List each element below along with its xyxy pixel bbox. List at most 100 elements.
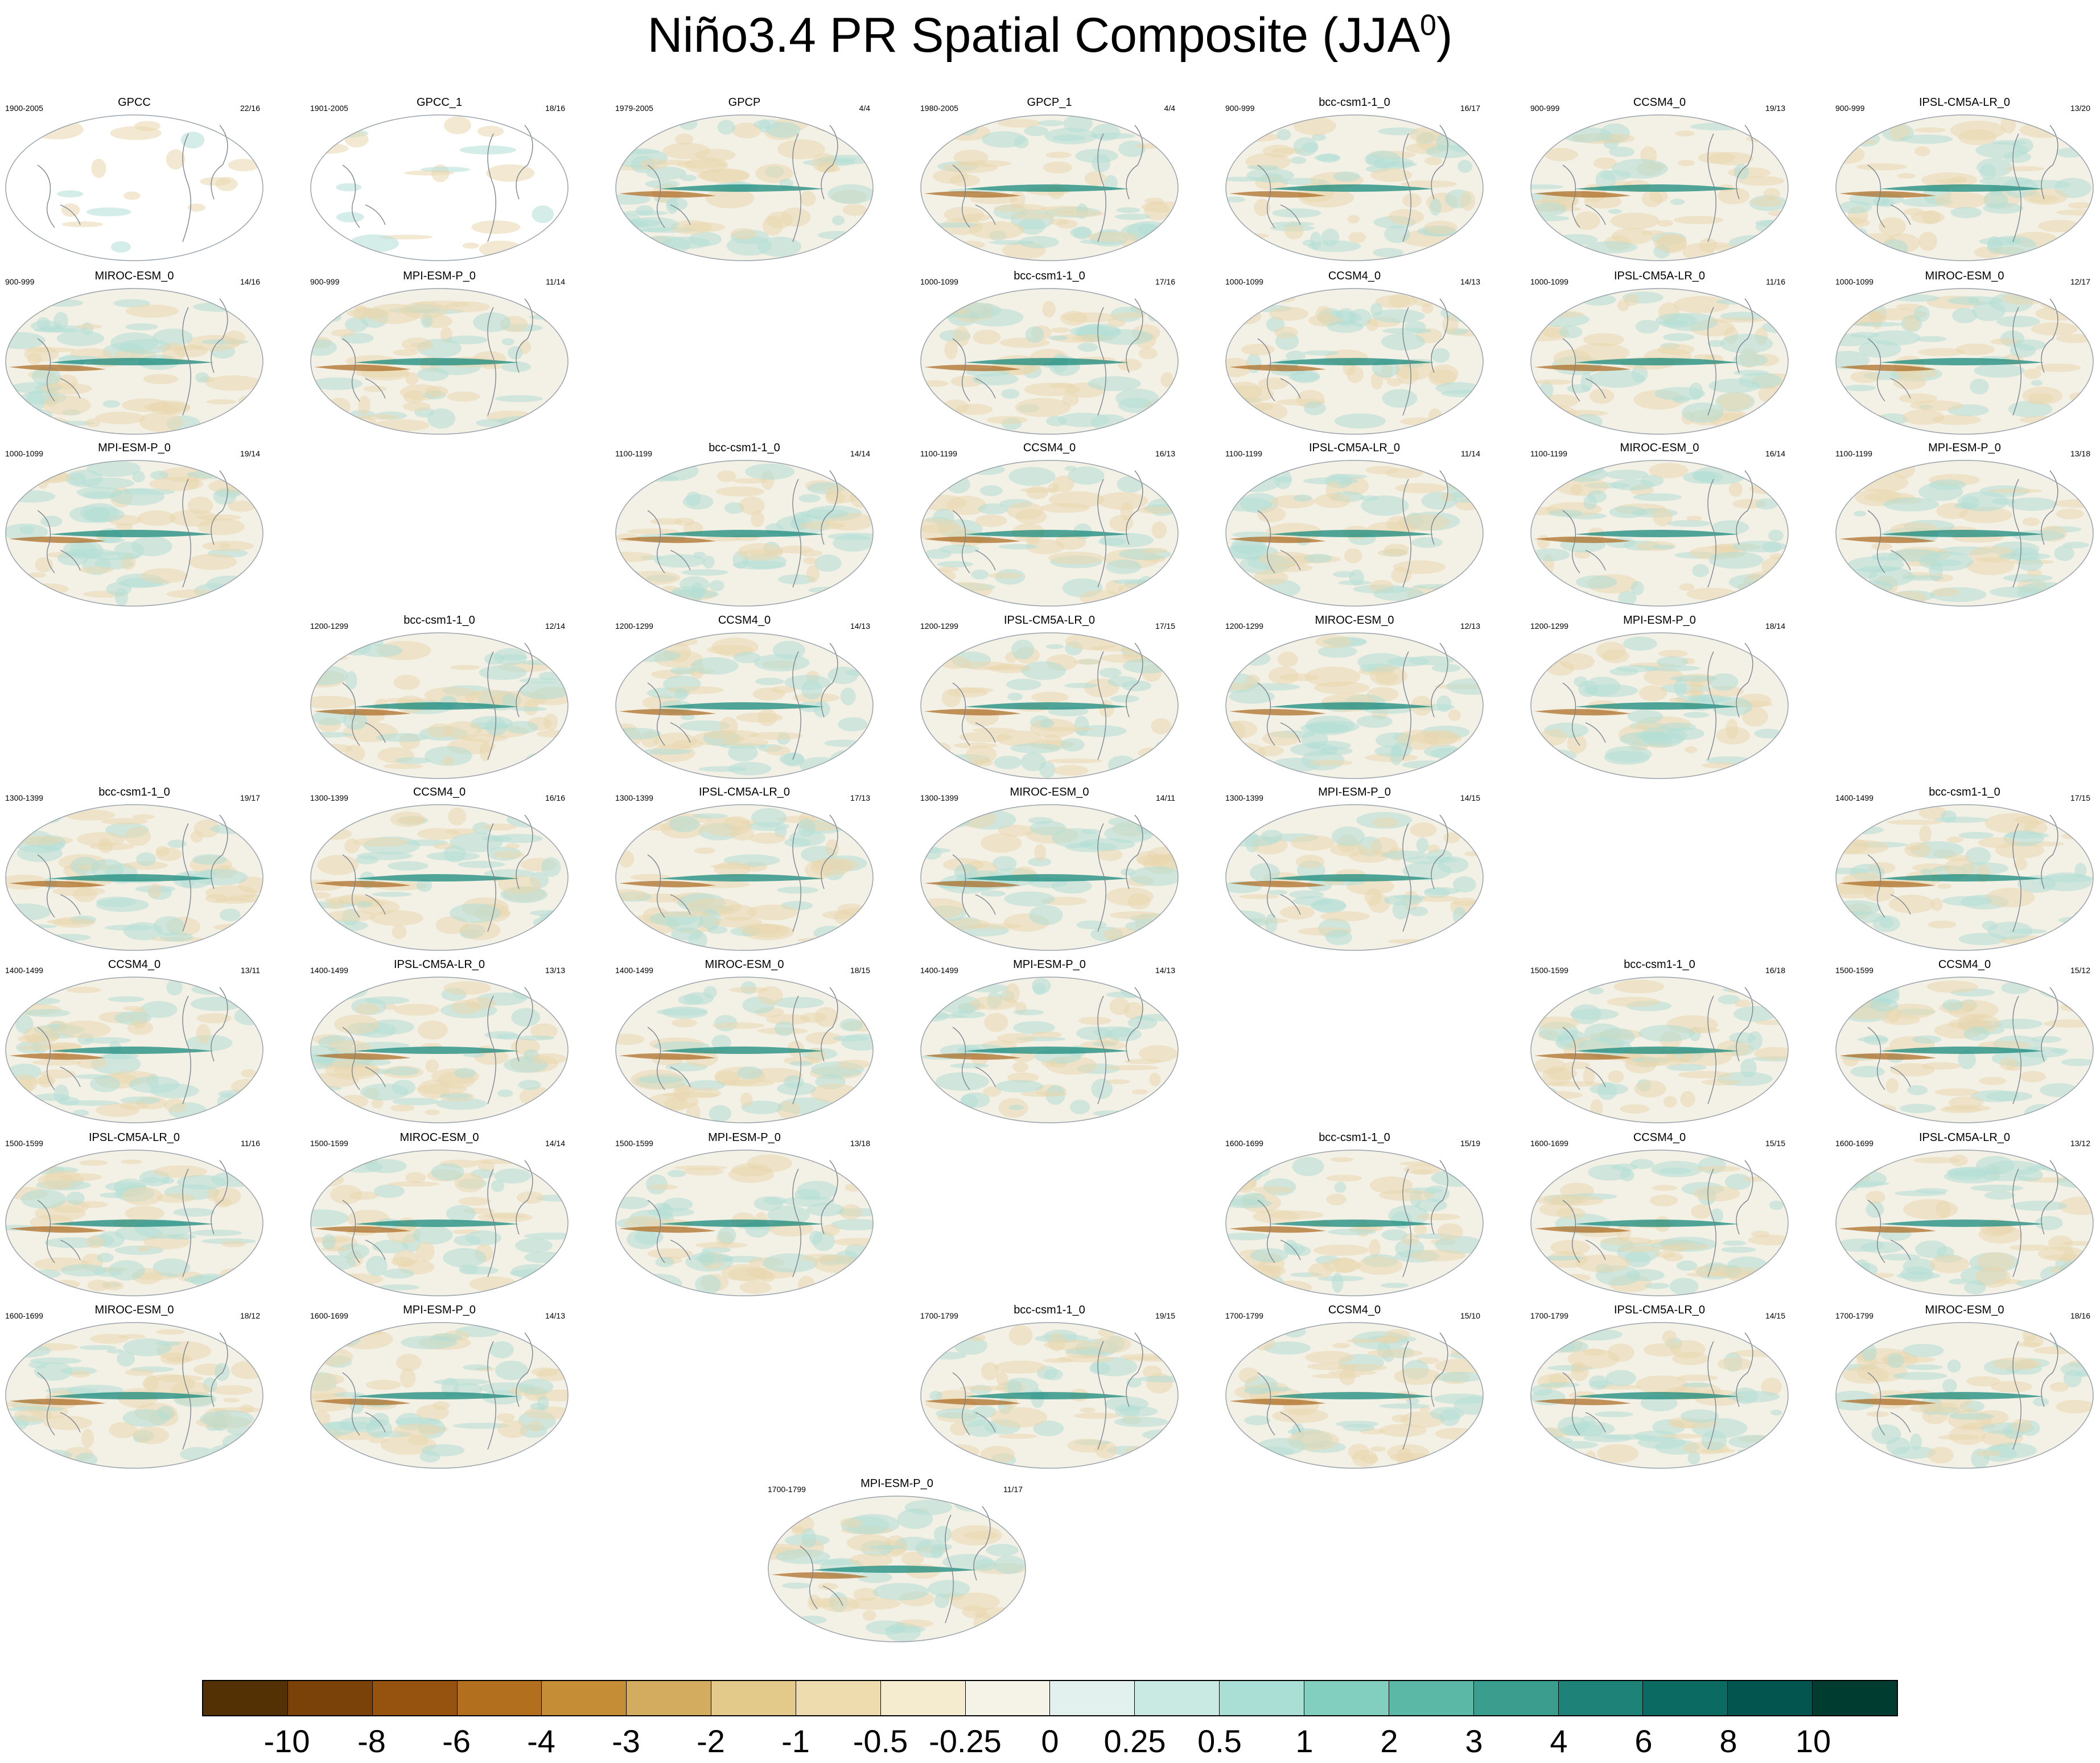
anomaly-blob <box>315 756 339 768</box>
panel-period: 900-999 <box>5 277 35 286</box>
map-outline <box>920 632 1179 779</box>
anomaly-blob <box>373 1184 405 1198</box>
anomaly-blob <box>141 568 188 584</box>
map-panel: MPI-ESM-P_0 1200-1299 18/14 <box>1528 613 1791 784</box>
colorbar-tick-label: 3 <box>1465 1723 1483 1759</box>
anomaly-blob <box>1987 236 2037 255</box>
anomaly-blob <box>234 1007 263 1025</box>
anomaly-blob <box>1913 1157 1961 1164</box>
anomaly-blob <box>125 826 151 846</box>
anomaly-blob <box>1012 1061 1029 1073</box>
anomaly-blob <box>2056 209 2093 216</box>
map-panel: MPI-ESM-P_0 1300-1399 14/15 <box>1223 785 1486 956</box>
anomaly-blob <box>173 1208 215 1217</box>
anomaly-blob <box>1162 908 1175 928</box>
anomaly-blob <box>757 986 783 1005</box>
anomaly-blob <box>1649 463 1689 479</box>
panel-period: 1300-1399 <box>920 793 958 802</box>
panel-period: 1600-1699 <box>310 1311 348 1320</box>
anomaly-blob <box>1531 306 1561 317</box>
anomaly-blob <box>749 731 803 740</box>
anomaly-blob <box>1246 168 1295 183</box>
anomaly-blob <box>484 1031 518 1039</box>
anomaly-blob <box>1092 154 1110 173</box>
anomaly-blob <box>1034 843 1047 862</box>
anomaly-blob <box>1431 348 1450 363</box>
anomaly-blob <box>1753 1047 1788 1060</box>
anomaly-blob <box>1975 1267 2011 1288</box>
anomaly-blob <box>773 996 824 1008</box>
anomaly-blob <box>402 402 431 411</box>
anomaly-blob <box>1370 1446 1386 1452</box>
anomaly-blob <box>383 763 423 769</box>
anomaly-blob <box>2035 306 2082 321</box>
anomaly-blob <box>459 145 516 155</box>
anomaly-blob <box>1861 1343 1877 1361</box>
world-map <box>920 1322 1179 1469</box>
panel-count: 14/13 <box>545 1311 565 1320</box>
anomaly-blob <box>1045 151 1072 158</box>
anomaly-blob <box>1611 479 1654 491</box>
anomaly-blob <box>1870 999 1899 1012</box>
map-panel: MIROC-ESM_0 1200-1299 12/13 <box>1223 613 1486 784</box>
anomaly-blob <box>954 1497 995 1512</box>
anomaly-blob <box>1257 1437 1306 1456</box>
panel-period: 1000-1099 <box>5 449 43 458</box>
anomaly-blob <box>311 415 340 423</box>
anomaly-blob <box>1064 466 1077 471</box>
panel-count: 15/12 <box>2070 966 2090 975</box>
panel-period: 1400-1499 <box>310 966 348 975</box>
colorbar-swatch <box>287 1681 373 1715</box>
anomaly-blob <box>1333 171 1360 182</box>
anomaly-blob <box>1080 1407 1096 1413</box>
map-panel: IPSL-CM5A-LR_0 1500-1599 11/16 <box>3 1131 266 1301</box>
anomaly-blob <box>1404 320 1426 333</box>
anomaly-blob <box>343 711 368 730</box>
anomaly-blob <box>104 925 154 931</box>
anomaly-blob <box>24 1009 71 1017</box>
anomaly-blob <box>693 880 751 888</box>
anomaly-blob <box>332 1155 345 1168</box>
anomaly-blob <box>2050 1048 2069 1054</box>
panel-period: 1000-1099 <box>1835 277 1873 286</box>
anomaly-blob <box>1431 1169 1483 1187</box>
map-outline <box>1225 114 1484 261</box>
anomaly-blob <box>673 517 695 526</box>
anomaly-blob <box>1270 1280 1312 1295</box>
anomaly-blob <box>1630 581 1644 595</box>
anomaly-blob <box>800 509 849 519</box>
anomaly-blob <box>449 903 501 923</box>
equatorial-band <box>1269 1392 1434 1399</box>
anomaly-blob <box>1243 683 1300 691</box>
anomaly-blob <box>1357 1257 1403 1275</box>
anomaly-blob <box>403 170 455 176</box>
anomaly-blob <box>1056 220 1078 229</box>
world-map <box>5 288 263 435</box>
anomaly-blob <box>1701 1430 1727 1451</box>
anomaly-blob <box>1104 175 1118 191</box>
anomaly-blob <box>1950 1154 1968 1167</box>
anomaly-blob <box>1247 164 1279 170</box>
anomaly-blob <box>401 302 448 319</box>
anomaly-blob <box>2014 1360 2037 1369</box>
anomaly-blob <box>1429 198 1442 216</box>
anomaly-blob <box>1312 1374 1361 1379</box>
panel-count: 4/4 <box>1164 104 1175 113</box>
anomaly-blob <box>166 1357 193 1363</box>
anomaly-blob <box>392 925 407 940</box>
anomaly-blob <box>345 671 357 690</box>
anomaly-blob <box>1652 1185 1678 1191</box>
colorbar-swatch <box>1304 1681 1389 1715</box>
anomaly-blob <box>972 1406 997 1418</box>
anomaly-blob <box>127 1020 153 1035</box>
anomaly-blob <box>1254 199 1270 216</box>
coastline <box>647 1160 838 1278</box>
anomaly-blob <box>125 1369 154 1376</box>
anomaly-blob <box>356 851 413 860</box>
anomaly-blob <box>1121 646 1173 653</box>
map-outline <box>615 804 874 951</box>
equatorial-band <box>964 530 1129 537</box>
anomaly-blob <box>91 158 106 178</box>
map-outline <box>1835 114 2094 261</box>
dry-band <box>1534 1226 1631 1233</box>
